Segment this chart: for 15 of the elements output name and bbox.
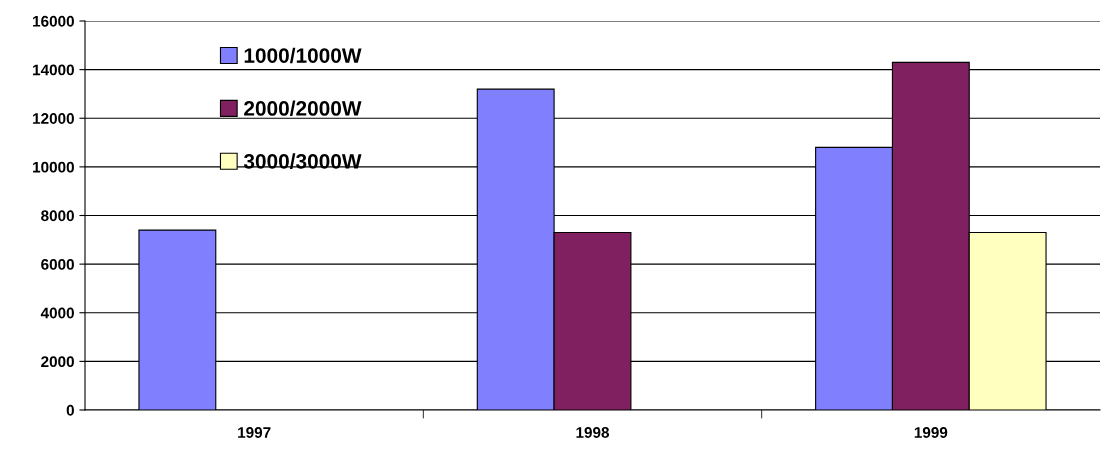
y-tick-label: 8000	[41, 210, 74, 222]
y-tick-label: 6000	[41, 258, 74, 270]
y-tick-label: 4000	[40, 307, 74, 319]
y-tick-label: 0	[66, 404, 74, 416]
legend-label: 2000/2000W	[244, 100, 362, 117]
y-tick-label: 12000	[33, 113, 74, 124]
x-tick-label: 1999	[914, 427, 948, 438]
legend-label: 3000/3000W	[243, 153, 362, 169]
y-tick-label: 2000	[41, 356, 74, 368]
x-tick-label: 1998	[576, 427, 610, 438]
y-tick-label: 14000	[33, 64, 74, 76]
legend-label: 1000/1000W	[244, 47, 362, 64]
x-tick-label: 1997	[238, 427, 271, 438]
y-tick-label: 10000	[33, 161, 74, 173]
y-tick-label: 16000	[33, 15, 74, 27]
